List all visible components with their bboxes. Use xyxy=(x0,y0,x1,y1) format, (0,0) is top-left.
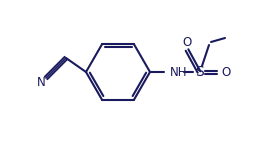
Text: O: O xyxy=(221,66,231,78)
Text: S: S xyxy=(195,65,203,79)
Text: NH: NH xyxy=(170,66,187,78)
Text: O: O xyxy=(182,36,192,50)
Text: N: N xyxy=(37,75,45,88)
